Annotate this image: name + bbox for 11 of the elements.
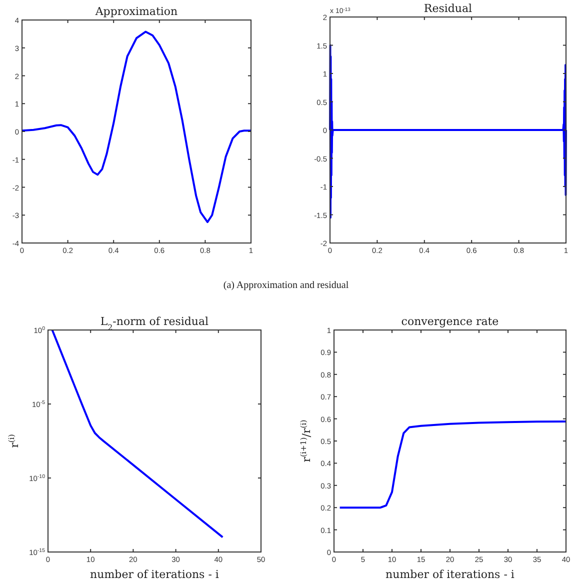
line-series [21, 30, 252, 224]
line-series [338, 420, 567, 509]
line-series [51, 329, 224, 538]
chart-title: L$_{2}$-norm of residual [100, 315, 210, 332]
chart-title: Residual [424, 2, 473, 15]
line-series [329, 44, 567, 219]
x-axis-title: number of iterations - i [90, 568, 220, 581]
chart-title: convergence rate [401, 315, 499, 328]
chart-title: Approximation [94, 5, 178, 18]
x-axis-title: number of iterations - i [386, 568, 515, 581]
text: (a) Approximation and residual [223, 280, 349, 291]
